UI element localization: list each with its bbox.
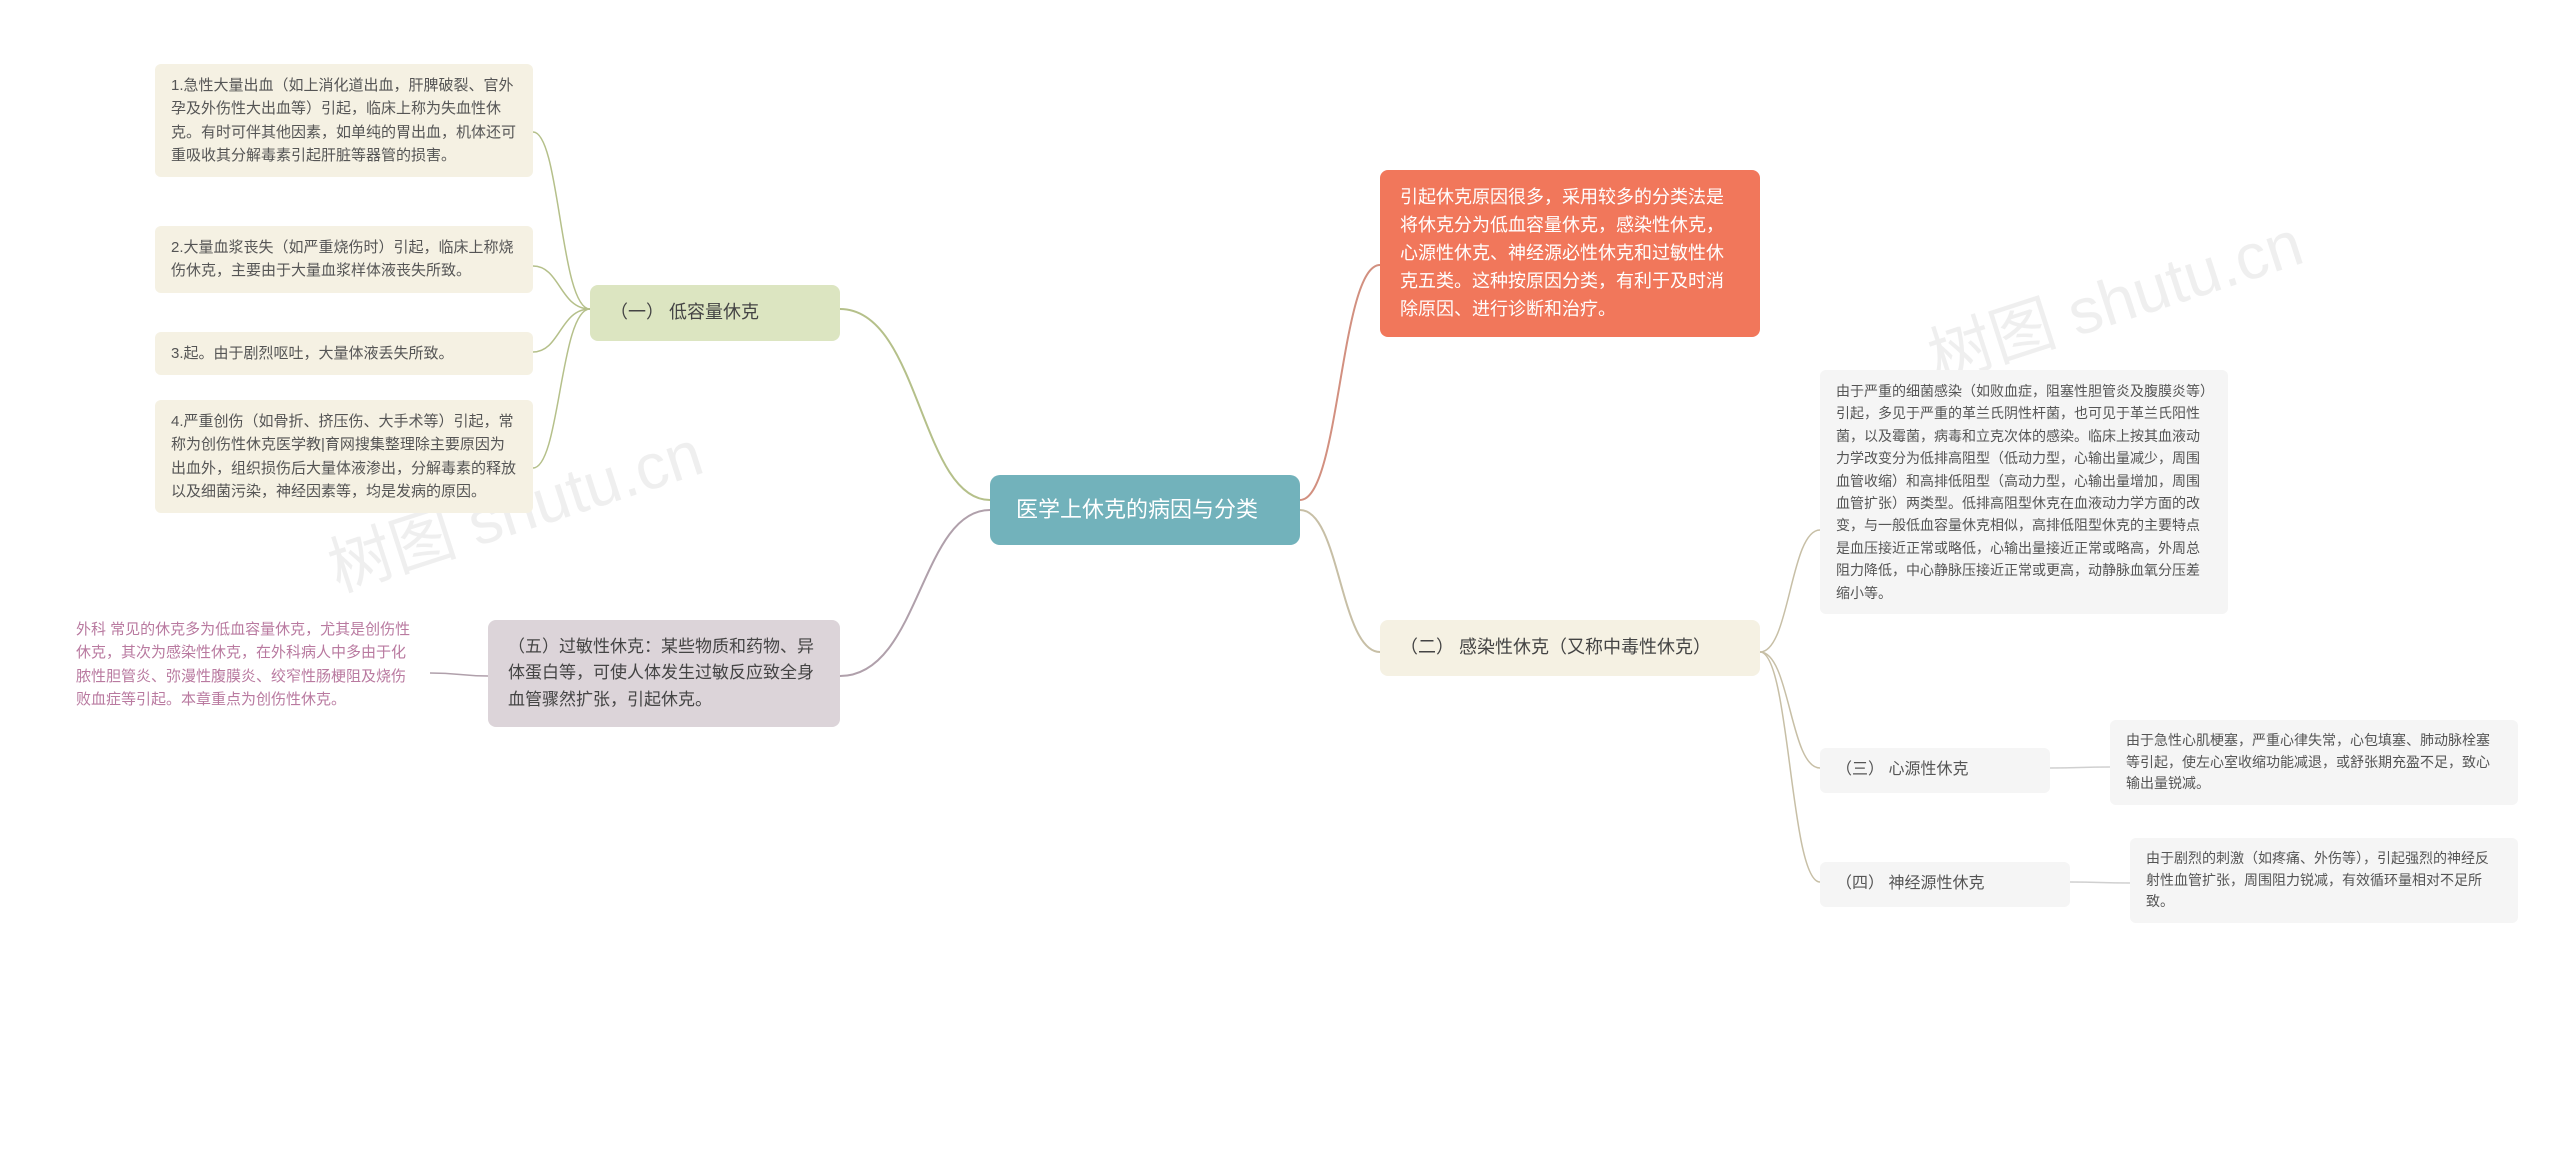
center-node[interactable]: 医学上休克的病因与分类 (990, 475, 1300, 545)
watermark: 树图 shutu.cn (1915, 192, 2312, 399)
category-three[interactable]: （三） 心源性休克 (1820, 748, 2050, 793)
one-child-2: 2.大量血浆丧失（如严重烧伤时）引起，临床上称烧伤休克，主要由于大量血浆样体液丧… (155, 226, 533, 293)
one-child-4: 4.严重创伤（如骨折、挤压伤、大手术等）引起，常称为创伤性休克医学教|育网搜集整… (155, 400, 533, 513)
one-child-1: 1.急性大量出血（如上消化道出血，肝脾破裂、官外孕及外伤性大出血等）引起，临床上… (155, 64, 533, 177)
category-one[interactable]: （一） 低容量休克 (590, 285, 840, 341)
four-child: 由于剧烈的刺激（如疼痛、外伤等），引起强烈的神经反射性血管扩张，周围阻力锐减，有… (2130, 838, 2518, 923)
one-child-3: 3.起。由于剧烈呕吐，大量体液丢失所致。 (155, 332, 533, 375)
category-five[interactable]: （五）过敏性休克：某些物质和药物、异体蛋白等，可使人体发生过敏反应致全身血管骤然… (488, 620, 840, 727)
five-child: 外科 常见的休克多为低血容量休克，尤其是创伤性休克，其次为感染性休克，在外科病人… (60, 608, 430, 721)
three-child: 由于急性心肌梗塞，严重心律失常，心包填塞、肺动脉栓塞等引起，使左心室收缩功能减退… (2110, 720, 2518, 805)
category-two[interactable]: （二） 感染性休克（又称中毒性休克） (1380, 620, 1760, 676)
two-child: 由于严重的细菌感染（如败血症，阻塞性胆管炎及腹膜炎等）引起，多见于严重的革兰氏阴… (1820, 370, 2228, 614)
category-four[interactable]: （四） 神经源性休克 (1820, 862, 2070, 907)
intro-node[interactable]: 引起休克原因很多，采用较多的分类法是将休克分为低血容量休克，感染性休克，心源性休… (1380, 170, 1760, 337)
